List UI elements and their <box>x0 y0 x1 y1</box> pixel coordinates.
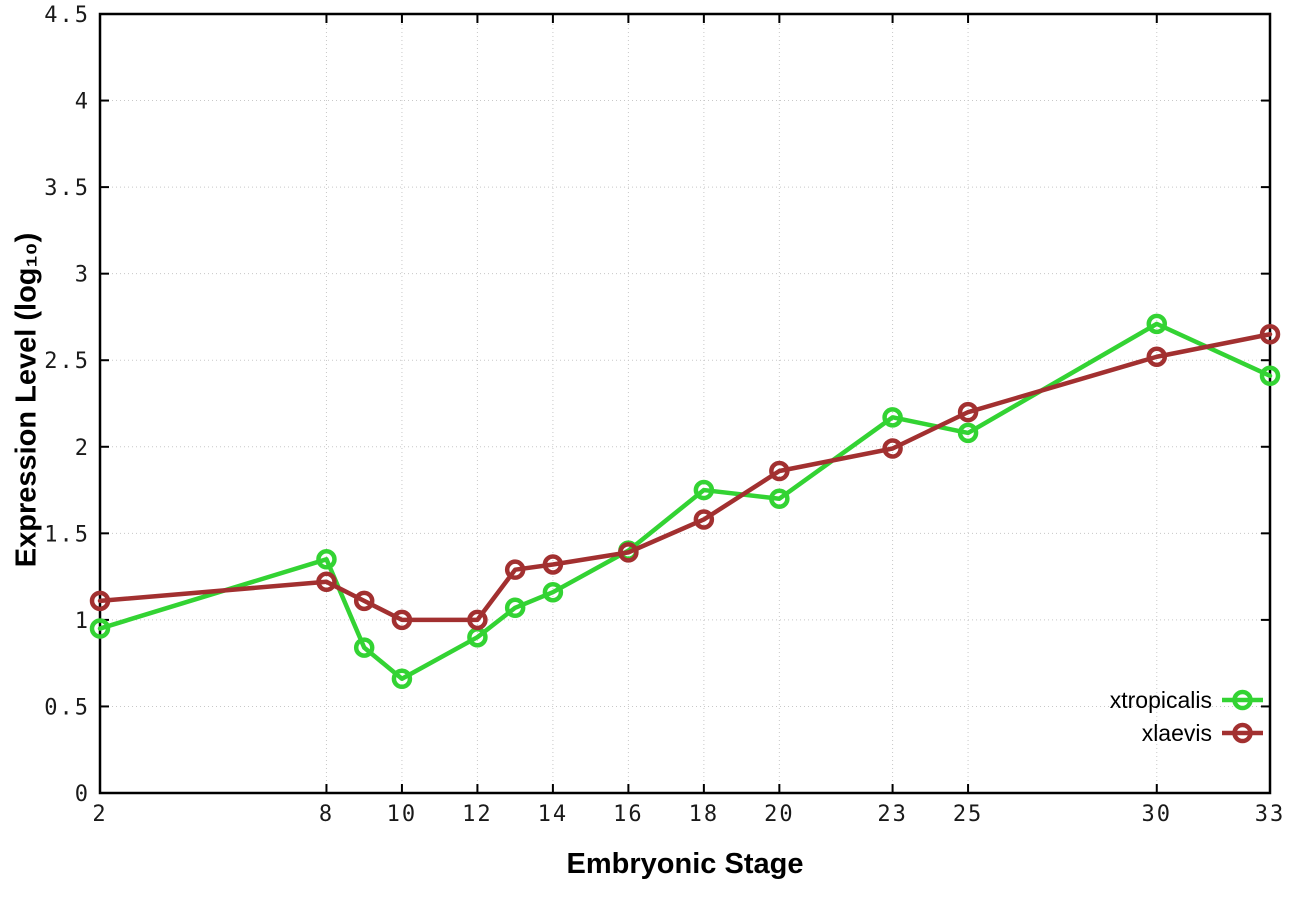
data-point-xtropicalis <box>882 407 903 428</box>
data-point-xlaevis <box>882 438 903 459</box>
data-point-xlaevis <box>504 559 526 580</box>
y-tick-label: 4.5 <box>44 3 90 28</box>
y-tick-label: 1 <box>75 609 90 634</box>
x-tick-label: 18 <box>689 802 720 827</box>
data-point-xtropicalis <box>1259 365 1281 387</box>
y-tick-label: 0.5 <box>44 695 90 720</box>
x-tick-label: 30 <box>1142 802 1173 827</box>
legend-marker-xtropicalis <box>1232 689 1253 711</box>
data-point-xtropicalis <box>1146 313 1168 335</box>
y-tick-label: 1.5 <box>44 522 90 547</box>
y-tick-label: 4 <box>75 90 90 115</box>
data-point-xlaevis <box>618 542 639 563</box>
x-tick-label: 16 <box>613 802 644 827</box>
x-tick-label: 14 <box>538 802 569 827</box>
x-axis-title: Embryonic Stage <box>566 848 804 880</box>
data-point-xlaevis <box>542 554 564 575</box>
x-tick-label: 33 <box>1255 802 1286 827</box>
data-point-xlaevis <box>353 590 375 612</box>
data-point-xlaevis <box>316 571 337 593</box>
data-point-xlaevis <box>89 590 111 612</box>
y-axis-title: Expression Level (log₁₀) <box>10 232 43 568</box>
legend-label-xtropicalis: xtropicalis <box>1110 687 1212 713</box>
data-point-xlaevis <box>693 509 715 530</box>
data-point-xtropicalis <box>957 422 979 444</box>
legend-marker-xlaevis <box>1232 722 1253 744</box>
data-point-xlaevis <box>957 401 979 423</box>
data-point-xtropicalis <box>693 479 715 501</box>
data-point-xlaevis <box>467 609 488 631</box>
x-tick-label: 10 <box>387 802 418 827</box>
x-tick-label: 8 <box>319 802 334 827</box>
y-tick-label: 3 <box>75 263 90 288</box>
y-tick-label: 2.5 <box>44 349 90 374</box>
legend-label-xlaevis: xlaevis <box>1142 720 1212 746</box>
y-tick-label: 2 <box>75 436 90 461</box>
data-point-xlaevis <box>1259 324 1281 345</box>
plot-border <box>98 12 1272 795</box>
data-point-xtropicalis <box>89 618 111 639</box>
x-tick-label: 12 <box>462 802 493 827</box>
data-point-xlaevis <box>1146 346 1168 368</box>
x-tick-label: 2 <box>92 802 107 827</box>
y-tick-label: 0 <box>75 782 90 807</box>
x-tick-label: 23 <box>877 802 908 827</box>
data-point-xtropicalis <box>542 581 564 603</box>
y-tick-label: 3.5 <box>44 176 90 201</box>
data-point-xtropicalis <box>504 597 526 619</box>
data-point-xlaevis <box>769 460 790 482</box>
data-point-xtropicalis <box>391 668 413 689</box>
data-point-xtropicalis <box>316 549 337 570</box>
data-point-xlaevis <box>391 609 413 631</box>
x-tick-label: 20 <box>764 802 795 827</box>
x-tick-label: 25 <box>953 802 984 827</box>
data-point-xtropicalis <box>769 488 790 509</box>
data-point-xtropicalis <box>353 637 375 658</box>
